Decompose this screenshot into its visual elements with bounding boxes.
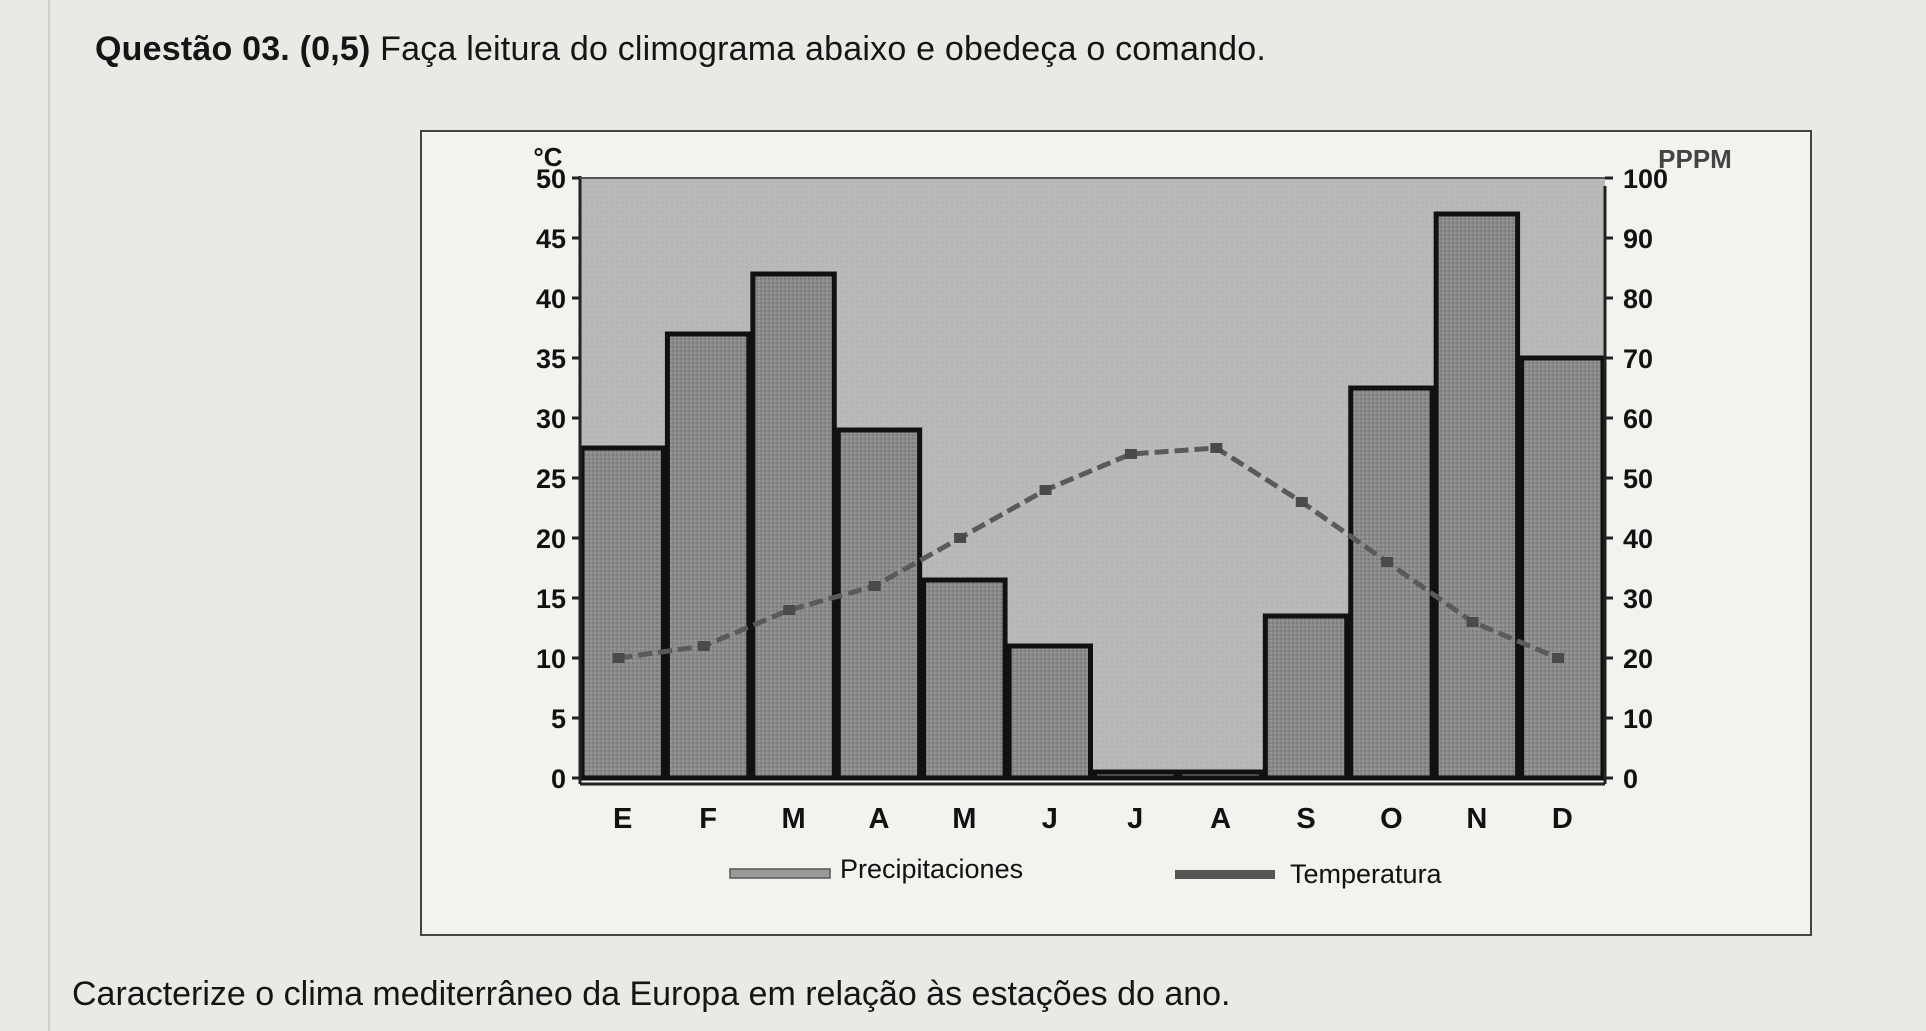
x-category-label: J xyxy=(1042,803,1058,835)
left-tick-label: 50 xyxy=(536,164,566,194)
legend-label-precip: Precipitaciones xyxy=(840,854,1023,884)
right-tick-label: 70 xyxy=(1623,344,1653,374)
temperature-point-12 xyxy=(1552,653,1565,663)
x-category-label: N xyxy=(1466,803,1487,835)
right-tick-label: 10 xyxy=(1623,704,1653,734)
right-tick-label: 0 xyxy=(1623,764,1638,794)
precip-bar-f-2 xyxy=(664,331,752,781)
left-axis-label: °C xyxy=(533,142,562,172)
right-tick-label: 50 xyxy=(1623,464,1653,494)
temperature-point-7 xyxy=(1124,449,1137,459)
right-tick-label: 60 xyxy=(1623,404,1653,434)
temperature-point-5 xyxy=(954,533,967,543)
temperature-point-3 xyxy=(783,605,796,615)
left-tick-label: 35 xyxy=(536,344,566,374)
temperature-point-1 xyxy=(612,653,625,663)
right-tick-label: 80 xyxy=(1623,284,1653,314)
right-tick-label: 30 xyxy=(1623,584,1653,614)
legend-label-temp: Temperatura xyxy=(1290,859,1443,889)
precip-bar-a-4 xyxy=(835,427,923,781)
question-label: Questão 03. (0,5) xyxy=(95,30,371,68)
left-tick-label: 0 xyxy=(551,764,566,794)
left-tick-label: 25 xyxy=(536,464,566,494)
x-category-label: A xyxy=(1210,803,1231,835)
x-category-label: E xyxy=(613,803,632,835)
legend-swatch-precip xyxy=(729,868,831,879)
left-tick-label: 20 xyxy=(536,524,566,554)
right-tick-label: 100 xyxy=(1623,164,1668,194)
paper-edge xyxy=(48,0,50,1031)
temperature-point-10 xyxy=(1381,557,1394,567)
question-heading: Questão 03. (0,5) Faça leitura do climog… xyxy=(95,30,1266,69)
left-tick-label: 40 xyxy=(536,284,566,314)
precip-bar-n-11 xyxy=(1433,211,1521,781)
precip-bar-j-6 xyxy=(1006,643,1093,781)
question-text: Faça leitura do climograma abaixo e obed… xyxy=(380,30,1267,68)
temperature-point-6 xyxy=(1039,485,1052,495)
temperature-line xyxy=(618,445,1559,661)
left-tick-label: 30 xyxy=(536,404,566,434)
left-tick-label: 45 xyxy=(536,224,566,254)
x-category-label: S xyxy=(1296,803,1315,835)
precip-bar-m-3 xyxy=(750,271,837,781)
legend-swatch-temp xyxy=(1175,870,1275,879)
x-category-label: M xyxy=(781,803,805,835)
x-category-label: A xyxy=(868,803,889,835)
precip-bar-m-5 xyxy=(921,577,1008,781)
temperature-point-11 xyxy=(1466,617,1479,627)
left-tick-label: 5 xyxy=(551,704,566,734)
left-tick-label: 10 xyxy=(536,644,566,674)
precip-bar-e-1 xyxy=(579,445,666,781)
precip-bar-s-9 xyxy=(1262,613,1350,781)
temperature-point-8 xyxy=(1210,443,1223,453)
temperature-point-4 xyxy=(868,581,881,591)
temperature-point-9 xyxy=(1295,497,1308,507)
right-tick-label: 20 xyxy=(1623,644,1653,674)
x-category-label: J xyxy=(1127,803,1143,835)
precip-bar-a-8 xyxy=(1177,769,1264,781)
x-category-label: O xyxy=(1380,803,1403,835)
precip-bar-j-7 xyxy=(1092,769,1179,781)
temperature-point-2 xyxy=(697,641,710,651)
x-category-label: M xyxy=(952,803,976,835)
right-tick-label: 90 xyxy=(1623,224,1653,254)
x-category-label: F xyxy=(699,803,717,835)
prompt-text: Caracterize o clima mediterrâneo da Euro… xyxy=(72,975,1231,1013)
right-axis-label: PPPM xyxy=(1658,144,1732,174)
left-tick-label: 15 xyxy=(536,584,566,614)
precip-bar-d-12 xyxy=(1519,355,1606,781)
right-tick-label: 40 xyxy=(1623,524,1653,554)
x-category-label: D xyxy=(1552,803,1573,835)
